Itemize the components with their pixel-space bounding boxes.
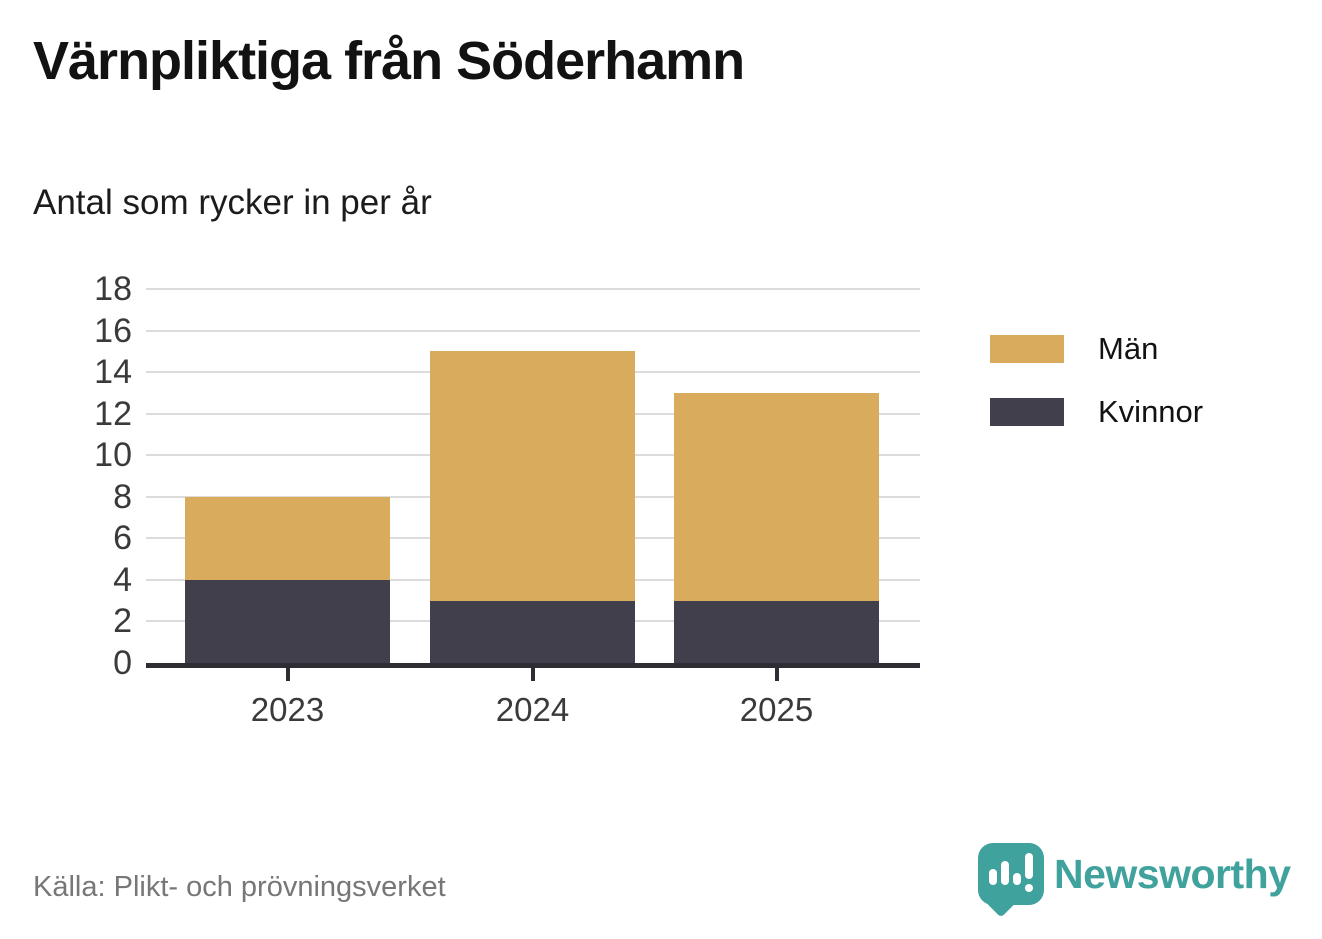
y-axis-tick-label: 8 (113, 477, 132, 516)
y-axis-tick-label: 10 (94, 436, 132, 475)
chart-subtitle: Antal som rycker in per år (33, 183, 432, 222)
bar-segment-kvinnor-2024 (430, 600, 635, 663)
y-axis-tick-label: 6 (113, 519, 132, 558)
legend-item-män: Män (990, 331, 1203, 367)
logo-bar-icon (1001, 861, 1009, 885)
bar-segment-män-2025 (674, 392, 879, 601)
newsworthy-logo: Newsworthy (978, 843, 1291, 923)
bar-segment-kvinnor-2025 (674, 600, 879, 663)
x-axis-label-2025: 2025 (739, 691, 814, 728)
y-axis-tick-label: 16 (94, 311, 132, 350)
newsworthy-bubble-icon (978, 843, 1044, 905)
bar-segment-män-2023 (185, 496, 390, 580)
y-axis-tick-label: 4 (113, 560, 132, 599)
logo-bar-icon (989, 869, 997, 885)
logo-exclamation-icon (1025, 853, 1033, 879)
x-axis-tick (285, 668, 290, 681)
legend-label: Män (1098, 331, 1159, 366)
bar-segment-kvinnor-2023 (185, 579, 390, 663)
legend-label: Kvinnor (1098, 394, 1204, 429)
y-axis-tick-label: 14 (94, 353, 132, 392)
logo-bar-icon (1013, 873, 1021, 885)
y-axis-tick-label: 2 (113, 602, 132, 641)
x-axis-label-2023: 2023 (250, 691, 325, 728)
legend-swatch-kvinnor (990, 398, 1064, 426)
gridline (146, 329, 920, 332)
bar-segment-män-2024 (430, 351, 635, 601)
chart-title: Värnpliktiga från Söderhamn (33, 31, 745, 91)
brand-name: Newsworthy (1054, 851, 1291, 897)
y-axis-tick-label: 0 (113, 644, 132, 682)
x-axis-line (146, 663, 920, 668)
x-axis-tick (530, 668, 535, 681)
legend-swatch-män (990, 335, 1064, 363)
y-axis-tick-label: 18 (94, 270, 132, 308)
logo-exclamation-dot-icon (1025, 884, 1033, 892)
legend: Män Kvinnor (990, 331, 1203, 457)
x-axis-tick (774, 668, 779, 681)
y-axis-tick-label: 12 (94, 394, 132, 433)
legend-item-kvinnor: Kvinnor (990, 394, 1203, 430)
gridline (146, 288, 920, 290)
source-text: Källa: Plikt- och prövningsverket (33, 871, 446, 903)
x-axis-label-2024: 2024 (495, 691, 570, 728)
